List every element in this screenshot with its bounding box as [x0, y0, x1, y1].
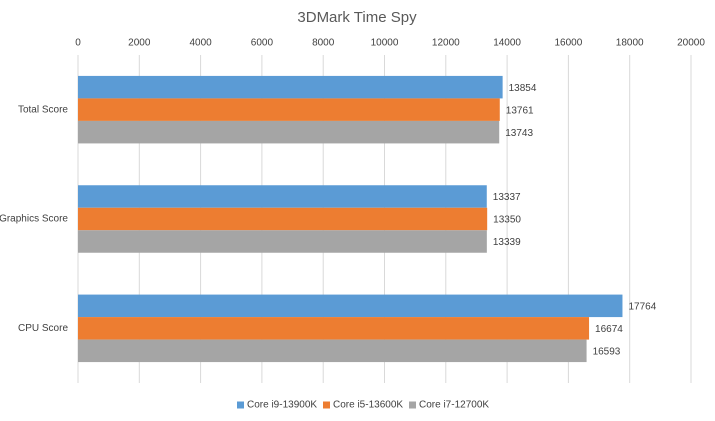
x-tick-label: 18000 — [616, 38, 644, 49]
legend-swatch — [237, 401, 244, 409]
bar — [78, 230, 487, 253]
x-tick-label: 10000 — [371, 38, 399, 49]
data-label: 13337 — [493, 192, 521, 203]
bar — [78, 98, 500, 121]
x-tick-label: 20000 — [677, 38, 705, 49]
legend-label: Core i5-13600K — [333, 400, 403, 411]
x-tick-label: 8000 — [312, 38, 335, 49]
legend-label: Core i7-12700K — [419, 400, 489, 411]
bar — [78, 120, 500, 144]
bar — [78, 317, 590, 340]
data-label: 13743 — [505, 128, 533, 139]
x-tick-label: 16000 — [554, 38, 582, 49]
data-label: 13761 — [506, 105, 534, 116]
data-label: 16593 — [593, 346, 621, 357]
legend-swatch — [409, 401, 416, 409]
data-label: 13339 — [493, 237, 521, 248]
legend-label: Core i9-13900K — [247, 400, 317, 411]
y-tick-label: CPU Score — [18, 323, 68, 334]
bar — [78, 207, 488, 231]
data-label: 13350 — [493, 215, 521, 226]
legend-swatch — [323, 401, 330, 409]
chart-title: 3DMark Time Spy — [297, 9, 417, 26]
data-label: 16674 — [595, 324, 623, 335]
x-tick-label: 6000 — [251, 38, 274, 49]
x-tick-label: 14000 — [493, 38, 521, 49]
x-tick-label: 2000 — [128, 38, 151, 49]
bar — [78, 294, 623, 318]
bar — [78, 75, 503, 99]
x-tick-label: 4000 — [189, 38, 212, 49]
y-tick-label: Total Score — [18, 104, 68, 115]
y-tick-label: Graphics Score — [0, 214, 68, 225]
bar — [78, 339, 587, 363]
bar — [78, 185, 487, 208]
data-label: 13854 — [509, 83, 537, 94]
x-tick-label: 12000 — [432, 38, 460, 49]
data-label: 17764 — [628, 301, 656, 312]
x-tick-label: 0 — [75, 38, 81, 49]
